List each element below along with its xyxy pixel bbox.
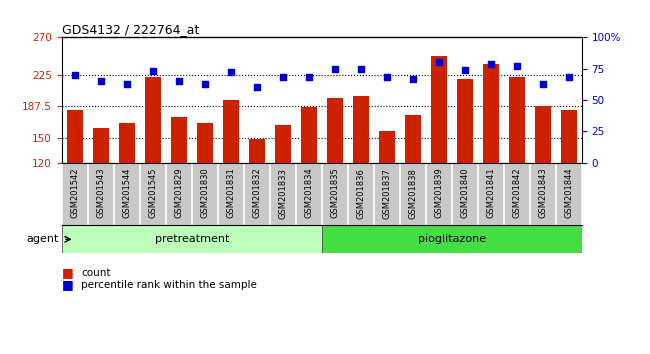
- Point: [122, 81, 132, 86]
- FancyBboxPatch shape: [114, 163, 139, 225]
- Point: [148, 68, 158, 74]
- FancyBboxPatch shape: [556, 163, 581, 225]
- Bar: [119, 124, 135, 163]
- Bar: [249, 139, 265, 163]
- Point: [252, 85, 262, 90]
- FancyBboxPatch shape: [322, 163, 347, 225]
- Text: GSM201544: GSM201544: [122, 168, 131, 218]
- Text: ■: ■: [62, 279, 77, 291]
- Bar: [327, 98, 343, 163]
- Text: GSM201831: GSM201831: [226, 168, 235, 218]
- Point: [460, 67, 470, 73]
- Point: [96, 78, 106, 84]
- Text: GSM201842: GSM201842: [512, 168, 521, 218]
- Bar: [322, 225, 582, 253]
- Bar: [67, 110, 83, 163]
- Point: [486, 61, 496, 66]
- FancyBboxPatch shape: [374, 163, 399, 225]
- Text: GSM201839: GSM201839: [434, 168, 443, 218]
- Text: GSM201545: GSM201545: [148, 168, 157, 218]
- Text: GSM201834: GSM201834: [304, 168, 313, 218]
- Bar: [197, 122, 213, 163]
- FancyBboxPatch shape: [400, 163, 425, 225]
- Point: [200, 81, 210, 86]
- Text: GSM201830: GSM201830: [200, 168, 209, 218]
- Text: GSM201836: GSM201836: [356, 168, 365, 219]
- Text: GSM201829: GSM201829: [174, 168, 183, 218]
- Bar: [379, 131, 395, 163]
- Bar: [405, 115, 421, 163]
- Text: percentile rank within the sample: percentile rank within the sample: [81, 280, 257, 290]
- Bar: [171, 117, 187, 163]
- FancyBboxPatch shape: [270, 163, 295, 225]
- Text: GSM201833: GSM201833: [278, 168, 287, 219]
- FancyBboxPatch shape: [452, 163, 477, 225]
- Bar: [275, 125, 291, 163]
- Text: GSM201835: GSM201835: [330, 168, 339, 218]
- Text: pretreatment: pretreatment: [155, 234, 229, 244]
- Point: [278, 74, 288, 80]
- FancyBboxPatch shape: [504, 163, 529, 225]
- Text: GSM201843: GSM201843: [538, 168, 547, 218]
- FancyBboxPatch shape: [478, 163, 503, 225]
- Point: [538, 81, 548, 86]
- Text: GSM201840: GSM201840: [460, 168, 469, 218]
- Bar: [431, 56, 447, 163]
- Point: [174, 78, 184, 84]
- Text: agent: agent: [26, 234, 58, 244]
- Bar: [301, 107, 317, 163]
- Point: [434, 59, 444, 65]
- Point: [512, 63, 522, 69]
- FancyBboxPatch shape: [244, 163, 269, 225]
- FancyBboxPatch shape: [62, 163, 87, 225]
- Point: [70, 72, 80, 78]
- Text: GSM201838: GSM201838: [408, 168, 417, 219]
- Point: [382, 74, 392, 80]
- FancyBboxPatch shape: [140, 163, 165, 225]
- Text: GSM201542: GSM201542: [70, 168, 79, 218]
- FancyBboxPatch shape: [166, 163, 191, 225]
- Bar: [509, 77, 525, 163]
- Point: [564, 74, 574, 80]
- Point: [408, 76, 418, 81]
- FancyBboxPatch shape: [218, 163, 243, 225]
- FancyBboxPatch shape: [530, 163, 555, 225]
- FancyBboxPatch shape: [88, 163, 113, 225]
- Text: GSM201543: GSM201543: [96, 168, 105, 218]
- Point: [226, 69, 236, 75]
- Text: GDS4132 / 222764_at: GDS4132 / 222764_at: [62, 23, 199, 36]
- FancyBboxPatch shape: [192, 163, 217, 225]
- FancyBboxPatch shape: [426, 163, 451, 225]
- Bar: [93, 127, 109, 163]
- FancyBboxPatch shape: [296, 163, 321, 225]
- Bar: [561, 110, 577, 163]
- Text: GSM201844: GSM201844: [564, 168, 573, 218]
- Bar: [535, 106, 551, 163]
- Text: pioglitazone: pioglitazone: [418, 234, 486, 244]
- FancyBboxPatch shape: [348, 163, 373, 225]
- Bar: [483, 64, 499, 163]
- Bar: [145, 77, 161, 163]
- Text: GSM201837: GSM201837: [382, 168, 391, 219]
- Point: [356, 66, 366, 72]
- Bar: [353, 96, 369, 163]
- Bar: [457, 79, 473, 163]
- Bar: [223, 100, 239, 163]
- Text: GSM201841: GSM201841: [486, 168, 495, 218]
- Text: GSM201832: GSM201832: [252, 168, 261, 218]
- Text: count: count: [81, 268, 110, 278]
- Point: [304, 74, 314, 80]
- Text: ■: ■: [62, 266, 77, 279]
- Point: [330, 66, 340, 72]
- Bar: [62, 225, 322, 253]
